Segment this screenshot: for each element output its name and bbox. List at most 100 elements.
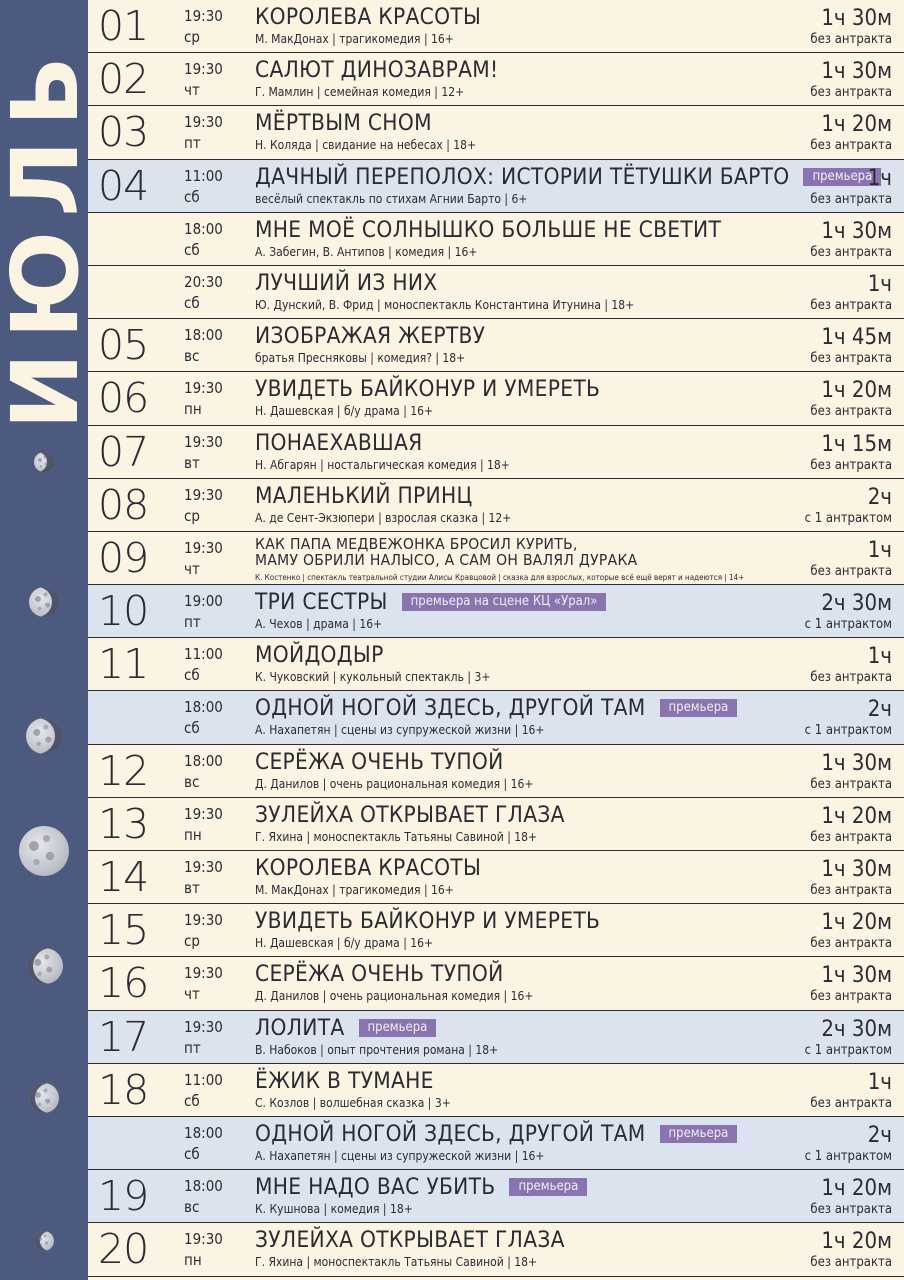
show-time: 20:30 [184, 272, 223, 291]
moon-phase-icon [27, 948, 63, 984]
day-number: 12 [98, 746, 149, 795]
day-number: 10 [98, 587, 149, 636]
schedule-row: 14 19:30 вт КОРОЛЕВА КРАСОТЫ М. МакДонах | т… [88, 851, 904, 905]
weekday: пт [184, 613, 201, 632]
show-title: КОРОЛЕВА КРАСОТЫ [255, 855, 482, 881]
show-title: ДАЧНЫЙ ПЕРЕПОЛОХ: ИСТОРИИ ТЁТУШКИ БАРТО [255, 163, 790, 190]
show-time: 19:30 [184, 1230, 223, 1249]
show-title-line: ЗУЛЕЙХА ОТКРЫВАЕТ ГЛАЗА [255, 802, 565, 828]
day-cell [88, 1010, 180, 1063]
show-time: 18:00 [184, 698, 223, 717]
show-time: 18:00 [184, 1123, 223, 1142]
schedule-row: 18:00 сб ОДНОЙ НОГОЙ ЗДЕСЬ, ДРУГОЙ ТАМ прем… [88, 691, 904, 745]
month-label-wrap: ИЮЛЬ [0, 0, 88, 430]
weekday: сб [184, 666, 200, 685]
show-meta: Г. Мамлин | семейная комедия | 12+ [255, 85, 465, 100]
day-number: 03 [98, 108, 149, 157]
show-time: 11:00 [184, 645, 223, 664]
show-title: КОРОЛЕВА КРАСОТЫ [255, 4, 482, 30]
show-time: 19:30 [184, 911, 223, 930]
day-number: 05 [98, 321, 149, 370]
show-time: 19:30 [184, 804, 223, 823]
show-title: МНЕ МОЁ СОЛНЫШКО БОЛЬШЕ НЕ СВЕТИТ [255, 216, 722, 243]
show-title-line: МЁРТВЫМ СНОМ [255, 110, 432, 136]
day-cell [88, 372, 180, 425]
intermission-info: без антракта [810, 989, 892, 1005]
day-number: 20 [98, 1225, 149, 1274]
show-duration: 1ч 45м [821, 325, 892, 351]
weekday: сб [184, 240, 200, 259]
show-title: ЛОЛИТА [255, 1014, 345, 1041]
day-cell [88, 265, 180, 319]
day-cell [88, 691, 180, 744]
day-cell [88, 1170, 180, 1223]
show-title-line: СЕРЁЖА ОЧЕНЬ ТУПОЙ [255, 961, 504, 987]
intermission-info: без антракта [810, 191, 892, 207]
moon-phase-icon [29, 1083, 59, 1113]
schedule-row: 16 19:30 чт СЕРЁЖА ОЧЕНЬ ТУПОЙ Д. Данилов | … [88, 957, 904, 1011]
schedule-row: 01 19:30 ср КОРОЛЕВА КРАСОТЫ М. МакДонах | т… [88, 0, 904, 54]
day-cell [88, 159, 180, 212]
day-number: 18 [98, 1065, 149, 1114]
day-cell [88, 638, 180, 691]
day-cell [88, 478, 180, 531]
show-meta: Г. Яхина | моноспектакль Татьяны Савиной… [255, 1255, 538, 1270]
show-time: 19:00 [184, 592, 223, 611]
intermission-info: без антракта [810, 85, 892, 101]
show-title: ЛУЧШИЙ ИЗ НИХ [255, 269, 438, 296]
show-meta: К. Кушнова | комедия | 18+ [255, 1202, 413, 1217]
show-duration: 1ч 20м [821, 1176, 892, 1202]
show-title: МОЙДОДЫР [255, 642, 384, 669]
show-time: 18:00 [184, 751, 223, 770]
show-duration: 1ч [867, 537, 892, 563]
day-cell [88, 797, 180, 850]
show-meta: Д. Данилов | очень рациональная комедия … [255, 989, 534, 1004]
weekday: пн [184, 1251, 202, 1270]
show-time: 19:30 [184, 432, 223, 451]
schedule-row: 18:00 сб МНЕ МОЁ СОЛНЫШКО БОЛЬШЕ НЕ СВЕТИТ… [88, 212, 904, 266]
day-number: 06 [98, 374, 149, 423]
intermission-info: без антракта [810, 563, 892, 579]
schedule-row: 11 11:00 сб МОЙДОДЫР К. Чуковский | кукольны… [88, 638, 904, 692]
day-number: 09 [98, 533, 149, 582]
intermission-info: без антракта [810, 404, 892, 420]
show-title-line: УВИДЕТЬ БАЙКОНУР И УМЕРЕТЬ [255, 908, 600, 934]
intermission-info: без антракта [810, 351, 892, 367]
show-title: СЕРЁЖА ОЧЕНЬ ТУПОЙ [255, 748, 504, 775]
show-time: 19:30 [184, 538, 223, 557]
intermission-info: без антракта [810, 1202, 892, 1218]
day-number: 11 [98, 640, 149, 689]
moon-phase-icon [26, 718, 62, 754]
weekday: пн [184, 825, 202, 844]
intermission-info: без антракта [810, 1095, 892, 1111]
day-number: 17 [98, 1012, 149, 1061]
day-cell [88, 851, 180, 904]
show-meta: Ю. Дунский, В. Фрид | моноспектакль Конс… [255, 297, 635, 312]
premiere-badge: премьера [659, 699, 738, 718]
weekday: сб [184, 293, 200, 312]
show-title: МАЛЕНЬКИЙ ПРИНЦ [255, 482, 473, 509]
show-title: ТРИ СЕСТРЫ [255, 589, 388, 616]
schedule-row: 17 19:30 пт ЛОЛИТА премьера В. Набоков | опыт… [88, 1010, 904, 1064]
show-meta: М. МакДонах | трагикомедия | 16+ [255, 32, 454, 46]
intermission-info: с 1 антрактом [804, 617, 892, 633]
day-cell [88, 1063, 180, 1116]
intermission-info: с 1 антрактом [804, 1148, 892, 1164]
schedule-row: 15 19:30 ср УВИДЕТЬ БАЙКОНУР И УМЕРЕТЬ Н. Да… [88, 904, 904, 958]
show-title-line: ЁЖИК В ТУМАНЕ [255, 1068, 434, 1094]
day-number: 15 [98, 906, 149, 955]
show-meta: А. Нахапетян | сцены из супружеской жизн… [255, 723, 545, 738]
show-title: МЁРТВЫМ СНОМ [255, 110, 432, 137]
weekday: ср [184, 506, 200, 525]
show-time: 18:00 [184, 1177, 223, 1196]
show-title-line: СЕРЁЖА ОЧЕНЬ ТУПОЙ [255, 749, 504, 775]
show-title-line: САЛЮТ ДИНОЗАВРАМ! [255, 57, 498, 83]
intermission-info: без антракта [810, 936, 892, 952]
schedule-row: 08 19:30 ср МАЛЕНЬКИЙ ПРИНЦ А. де Сент-Экзюп… [88, 478, 904, 532]
weekday: вт [184, 453, 200, 472]
schedule-row: 19 18:00 вс МНЕ НАДО ВАС УБИТЬ премьера К. Ку… [88, 1170, 904, 1224]
show-duration: 1ч [867, 1069, 892, 1095]
show-title: СЕРЁЖА ОЧЕНЬ ТУПОЙ [255, 961, 504, 988]
show-duration: 1ч 30м [821, 59, 892, 85]
show-meta: А. Забегин, В. Антипов | комедия | 16+ [255, 244, 478, 259]
